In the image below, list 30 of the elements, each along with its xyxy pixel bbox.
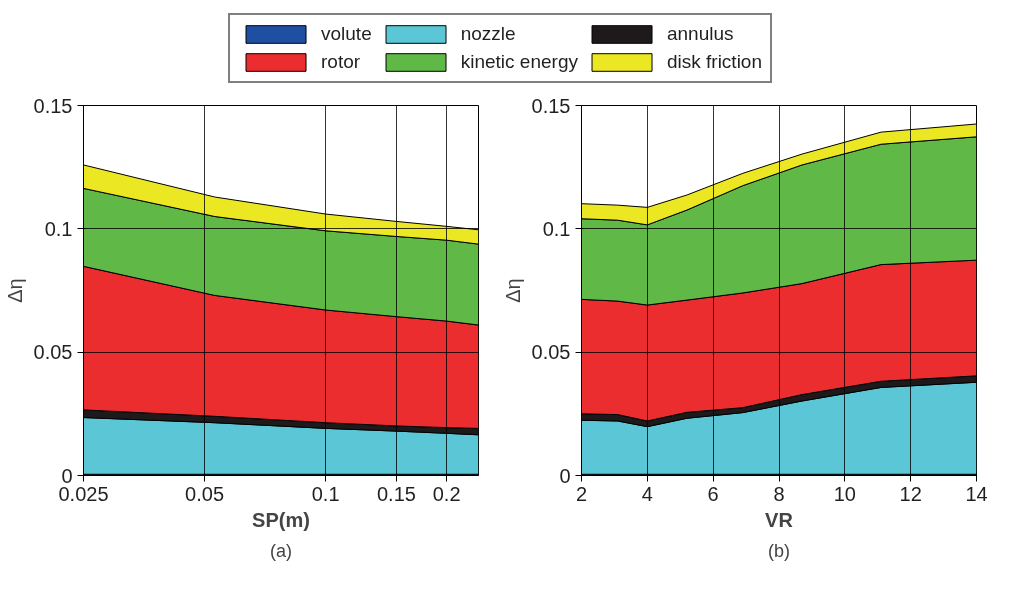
x-tick-label: 0.05 (185, 482, 225, 505)
x-axis-title: SP(m) (252, 508, 310, 531)
legend-label: kinetic energy (460, 50, 578, 73)
y-tick-label: 0 (559, 464, 571, 487)
y-tick-label: 0.15 (531, 94, 571, 117)
x-tick-label: 12 (899, 482, 922, 505)
x-tick-label: 0.15 (376, 482, 416, 505)
x-tick-label: 8 (773, 482, 785, 505)
x-tick-label: 10 (833, 482, 856, 505)
x-tick-label: 0.2 (432, 482, 461, 505)
x-tick-label: 6 (707, 482, 719, 505)
x-axis-title: VR (765, 508, 794, 531)
legend-label: disk friction (666, 50, 762, 73)
y-axis-title: Δη (501, 278, 524, 303)
legend-label: annulus (666, 22, 734, 45)
y-tick-label: 0.1 (44, 217, 73, 240)
legend-label: volute (321, 22, 372, 45)
x-tick-label: 2 (575, 482, 588, 505)
text: (a) (270, 540, 292, 561)
y-tick-label: 0.05 (33, 341, 73, 364)
y-tick-label: 0.15 (33, 94, 73, 117)
text: (b) (768, 540, 790, 561)
y-tick-label: 0.05 (531, 341, 571, 364)
x-tick-label: 4 (641, 482, 653, 505)
legend-label: nozzle (460, 22, 516, 45)
legend-label: rotor (321, 50, 361, 73)
x-tick-label: 14 (965, 482, 988, 505)
y-tick-label: 0.1 (542, 217, 571, 240)
y-axis-title: Δη (3, 278, 26, 303)
x-tick-label: 0.1 (311, 482, 340, 505)
